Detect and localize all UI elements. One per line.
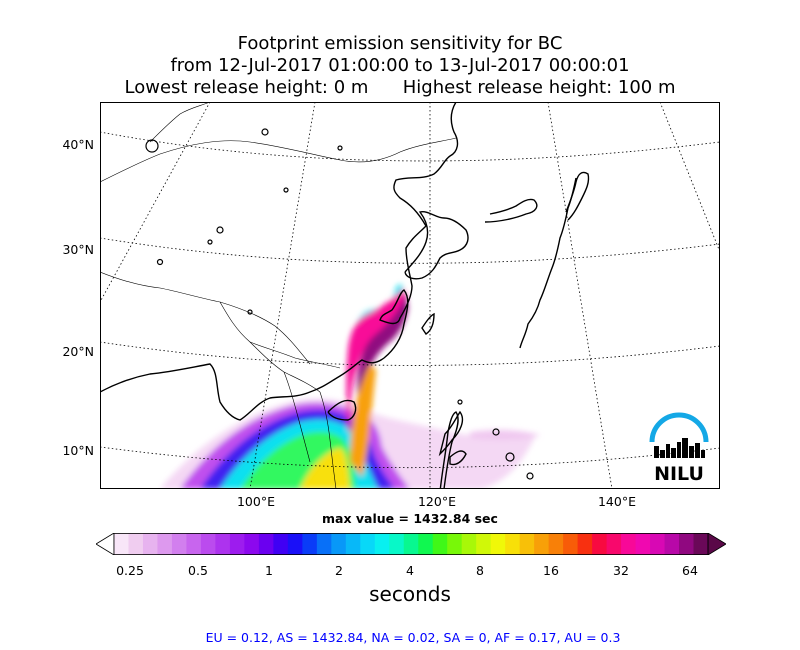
- colorbar-segment: [534, 533, 550, 555]
- colorbar-segment: [693, 533, 709, 555]
- map-time-range: from 12-Jul-2017 01:00:00 to 13-Jul-2017…: [170, 55, 630, 76]
- colorbar-segment: [606, 533, 622, 555]
- colorbar-tick: 4: [406, 563, 414, 578]
- colorbar-segment: [316, 533, 332, 555]
- lat-label-10n: 10°N: [62, 443, 94, 458]
- colorbar: [96, 533, 726, 555]
- colorbar-segment: [374, 533, 390, 555]
- colorbar-segment: [432, 533, 448, 555]
- colorbar-segment: [447, 533, 463, 555]
- footprint-plume: [160, 284, 540, 489]
- nilu-logo-text: NILU: [654, 463, 704, 484]
- colorbar-segment: [403, 533, 419, 555]
- colorbar-extend-max: [707, 533, 726, 555]
- nilu-logo: NILU: [649, 412, 709, 484]
- colorbar-segment: [577, 533, 593, 555]
- colorbar-segment: [635, 533, 651, 555]
- colorbar-segment: [490, 533, 506, 555]
- colorbar-tick: 0.25: [116, 563, 144, 578]
- colorbar-segment: [505, 533, 521, 555]
- colorbar-segment: [650, 533, 666, 555]
- colorbar-segment: [229, 533, 245, 555]
- colorbar-label: seconds: [369, 582, 451, 606]
- colorbar-tick: 16: [543, 563, 559, 578]
- colorbar-border: [113, 533, 709, 555]
- colorbar-segment: [360, 533, 376, 555]
- colorbar-segment: [548, 533, 564, 555]
- colorbar-segment: [114, 533, 129, 555]
- colorbar-segment: [345, 533, 361, 555]
- colorbar-segment: [664, 533, 680, 555]
- colorbar-extend-min: [96, 533, 115, 555]
- colorbar-segment: [287, 533, 303, 555]
- colorbar-segment: [128, 533, 144, 555]
- lat-label-30n: 30°N: [62, 242, 94, 257]
- colorbar-tick: 0.5: [188, 563, 208, 578]
- lon-label-140e: 140°E: [597, 494, 636, 509]
- colorbar-segment: [519, 533, 535, 555]
- colorbar-segment: [244, 533, 260, 555]
- map-panel: [100, 102, 720, 489]
- lakes-islands: [145, 128, 534, 480]
- lon-label-100e: 100°E: [236, 494, 275, 509]
- lat-label-20n: 20°N: [62, 344, 94, 359]
- colorbar-segment: [621, 533, 637, 555]
- colorbar-segment: [142, 533, 158, 555]
- map-border: [100, 102, 720, 489]
- country-borders: [100, 102, 457, 489]
- colorbar-segment: [563, 533, 579, 555]
- map-title: Footprint emission sensitivity for BC: [237, 33, 563, 54]
- colorbar-segment: [171, 533, 187, 555]
- colorbar-segment: [215, 533, 231, 555]
- colorbar-tick: 64: [682, 563, 698, 578]
- colorbar-segment: [200, 533, 216, 555]
- map-release-heights: Lowest release height: 0 m Highest relea…: [124, 77, 676, 98]
- colorbar-segment: [186, 533, 202, 555]
- region-summary: EU = 0.12, AS = 1432.84, NA = 0.02, SA =…: [205, 630, 621, 645]
- colorbar-tick: 32: [613, 563, 629, 578]
- colorbar-segment: [461, 533, 477, 555]
- colorbar-segment: [418, 533, 434, 555]
- colorbar-tick: 8: [476, 563, 484, 578]
- colorbar-segment: [331, 533, 347, 555]
- colorbar-tick: 1: [265, 563, 273, 578]
- colorbar-segment: [679, 533, 695, 555]
- colorbar-segment: [476, 533, 492, 555]
- colorbar-segment: [273, 533, 289, 555]
- colorbar-tick: 2: [335, 563, 343, 578]
- lon-label-120e: 120°E: [417, 494, 456, 509]
- colorbar-segment: [592, 533, 608, 555]
- colorbar-segment: [258, 533, 274, 555]
- lat-label-40n: 40°N: [62, 137, 94, 152]
- graticule: [100, 102, 720, 489]
- colorbar-segment: [389, 533, 405, 555]
- colorbar-segment: [157, 533, 173, 555]
- colorbar-segment: [302, 533, 318, 555]
- max-value-label: max value = 1432.84 sec: [322, 511, 498, 526]
- coastlines: [100, 102, 590, 489]
